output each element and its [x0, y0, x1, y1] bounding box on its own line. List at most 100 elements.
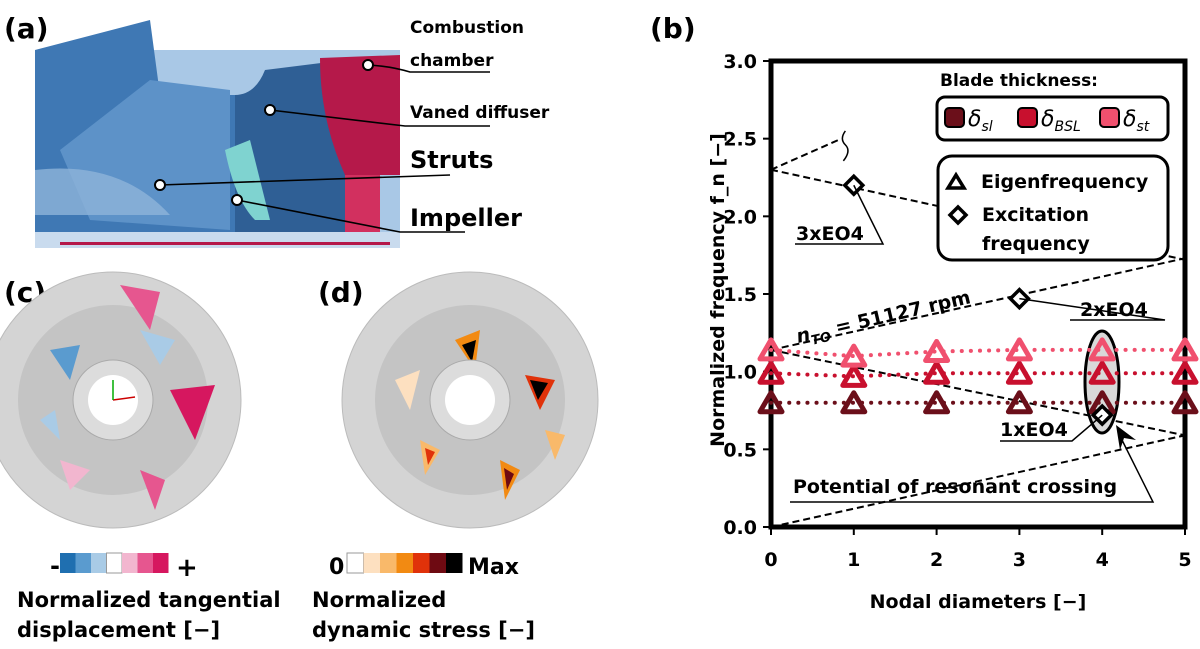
annotation-leader	[795, 184, 885, 245]
colorbar-swatch	[75, 553, 91, 573]
legend-title: Blade thickness:	[940, 71, 1098, 91]
diamond-marker-icon	[947, 204, 969, 226]
eigenfrequency-marker-sl	[1005, 390, 1033, 415]
eigenfrequency-marker-st	[1171, 337, 1199, 362]
panel-b-label: (b)	[650, 12, 696, 45]
legend-label-st: δst	[1123, 107, 1150, 135]
eigenfrequency-marker-st	[757, 337, 785, 362]
colorbar-swatch	[363, 553, 380, 573]
colorbar-swatch	[137, 553, 153, 573]
eigenfrequency-marker-st	[1088, 337, 1116, 362]
caption-line1: Normalized	[312, 588, 446, 612]
y-tick-label: 2.5	[723, 129, 757, 151]
callout-combustion-line1: Combustion	[410, 18, 524, 38]
colorbar-swatch	[446, 553, 463, 573]
eigenfrequency-marker-BSL	[923, 360, 951, 385]
scale-min-label: -	[50, 552, 60, 580]
panel-c: (c) - + Normalized tangential displaceme…	[0, 271, 281, 642]
impeller-stress-image	[341, 271, 599, 529]
colorbar-swatch	[60, 553, 76, 573]
legend-swatch-st	[1099, 107, 1120, 128]
colorbar-swatch	[153, 553, 169, 573]
callout-combustion-line2: chamber	[410, 51, 494, 71]
callout-struts: Struts	[410, 146, 493, 174]
displacement-colorbar	[60, 552, 169, 574]
triangle-marker-icon	[944, 171, 968, 190]
legend-label-BSL: δBSL	[1041, 107, 1081, 135]
panel-b: (b) Normalized frequency f_n [−] Nodal d…	[650, 12, 1199, 613]
annotation-3xEO4: 3xEO4	[796, 223, 864, 245]
y-tick-label: 1.5	[723, 284, 757, 306]
colorbar-swatch	[91, 553, 107, 573]
x-tick-label: 4	[1096, 549, 1109, 571]
series-line-BSL	[769, 371, 1187, 379]
colorbar-swatch	[346, 552, 364, 574]
scale-max-label: +	[176, 553, 198, 583]
eigenfrequency-marker-st	[923, 338, 951, 363]
speed-annotation: nTO = 51127 rpm	[794, 286, 973, 351]
marker-legend	[936, 154, 1170, 262]
eigenfrequency-marker-BSL	[1171, 360, 1199, 385]
turbine-cross-section-image	[35, 20, 400, 248]
series-line-st	[769, 347, 1187, 359]
eigenfrequency-marker-sl	[840, 390, 868, 415]
engine-order-line	[770, 434, 1186, 528]
caption-line2: dynamic stress [−]	[312, 618, 535, 642]
x-tick-label: 2	[930, 549, 943, 571]
eigenfrequency-marker-BSL	[757, 360, 785, 385]
y-tick-label: 1.0	[723, 362, 757, 384]
colorbar-swatch	[380, 553, 397, 573]
caption-line2: displacement [−]	[17, 618, 220, 642]
eigenfrequency-marker-st	[1005, 337, 1033, 362]
axis-break-mark	[841, 130, 849, 162]
legend-label-sl: δsl	[968, 107, 993, 135]
arrow-head-icon	[1116, 425, 1136, 450]
y-tick-label: 3.0	[723, 51, 757, 73]
callout-impeller: Impeller	[410, 204, 522, 232]
annotation-2xEO4: 2xEO4	[1080, 299, 1148, 321]
eigenfrequency-marker-BSL	[1088, 360, 1116, 385]
colorbar-swatch	[396, 553, 413, 573]
callout-dots	[154, 59, 374, 206]
eigenfrequency-marker-BSL	[1005, 360, 1033, 385]
engine-order-line	[770, 348, 1186, 437]
x-tick-label: 1	[847, 549, 860, 571]
scale-min-label: 0	[329, 555, 344, 580]
annotation-leader	[1019, 297, 1166, 321]
x-tick-label: 5	[1178, 549, 1191, 571]
legend-swatch-BSL	[1017, 107, 1038, 128]
colorbar-swatch	[106, 552, 123, 574]
x-tick-label: 0	[764, 549, 777, 571]
panel-d: (d) 0 Max Normalized dynamic stress [−]	[312, 271, 599, 642]
colorbar-swatch	[429, 553, 446, 573]
y-tick-label: 0.0	[723, 517, 757, 539]
x-tick-label: 3	[1013, 549, 1026, 571]
engine-order-line	[770, 137, 842, 171]
callout-vaned-diffuser: Vaned diffuser	[410, 103, 550, 123]
annotation-1xEO4: 1xEO4	[1000, 419, 1068, 441]
eigenfrequency-marker-sl	[757, 390, 785, 415]
y-tick-label: 0.5	[723, 439, 757, 461]
engine-order-line	[770, 257, 1186, 351]
y-tick-label: 2.0	[723, 206, 757, 228]
x-axis-label: Nodal diameters [−]	[870, 591, 1087, 613]
impeller-displacement-image	[0, 271, 242, 529]
colorbar-swatch	[413, 553, 430, 573]
caption-line1: Normalized tangential	[17, 588, 281, 612]
legend-swatch-sl	[944, 107, 965, 128]
resonance-leader	[790, 431, 1155, 503]
y-axis-label: Normalized frequency f_n [−]	[707, 133, 729, 447]
eigenfrequency-marker-BSL	[840, 363, 868, 388]
legend-excitation-line1: Excitation	[982, 204, 1089, 226]
colorbar-swatch	[122, 553, 138, 573]
resonance-annotation: Potential of resonant crossing	[793, 476, 1117, 498]
legend-eigenfrequency: Eigenfrequency	[981, 171, 1149, 193]
scale-max-label: Max	[468, 555, 519, 580]
panel-d-label: (d)	[318, 276, 364, 309]
eigenfrequency-marker-sl	[923, 390, 951, 415]
annotation-leader	[1000, 414, 1103, 442]
legend-excitation-line2: frequency	[982, 233, 1090, 255]
stress-colorbar	[346, 552, 463, 574]
panel-a: (a) Combustion chamber Vaned diffuser St…	[4, 12, 550, 248]
